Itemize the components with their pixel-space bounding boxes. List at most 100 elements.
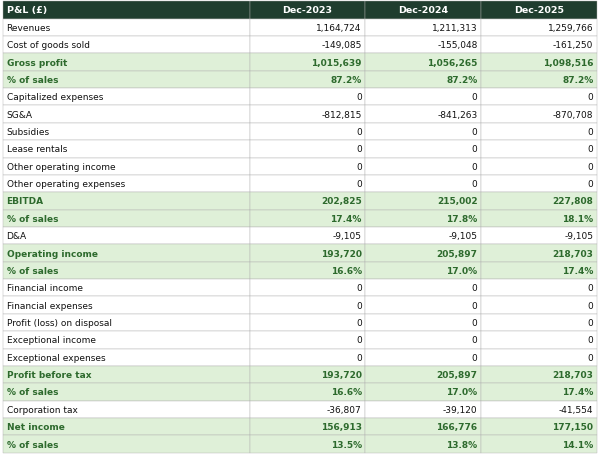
Text: Other operating expenses: Other operating expenses	[7, 180, 125, 189]
Text: 1,164,724: 1,164,724	[316, 24, 362, 33]
Bar	[365, 2, 481, 20]
Text: 0: 0	[587, 283, 593, 293]
Text: 202,825: 202,825	[321, 197, 362, 206]
Bar	[250, 2, 365, 20]
Text: 0: 0	[472, 318, 478, 327]
Bar	[365, 210, 481, 228]
Bar	[481, 349, 597, 366]
Bar	[3, 2, 250, 20]
Text: 0: 0	[472, 128, 478, 136]
Bar	[250, 193, 365, 210]
Bar	[365, 158, 481, 176]
Text: 0: 0	[356, 336, 362, 344]
Bar	[481, 158, 597, 176]
Bar	[481, 262, 597, 279]
Text: 193,720: 193,720	[321, 370, 362, 379]
Text: 0: 0	[356, 128, 362, 136]
Text: 218,703: 218,703	[553, 370, 593, 379]
Text: 0: 0	[356, 93, 362, 102]
Bar	[365, 20, 481, 37]
Bar	[365, 54, 481, 71]
Bar	[365, 331, 481, 349]
Text: 17.8%: 17.8%	[446, 214, 478, 223]
Bar	[481, 418, 597, 435]
Text: Operating income: Operating income	[7, 249, 98, 258]
Bar	[365, 141, 481, 158]
Bar	[365, 176, 481, 193]
Bar	[365, 124, 481, 141]
Text: 17.4%: 17.4%	[331, 214, 362, 223]
Text: 0: 0	[472, 162, 478, 172]
Text: 218,703: 218,703	[553, 249, 593, 258]
Bar	[250, 106, 365, 124]
Text: 205,897: 205,897	[437, 370, 478, 379]
Text: 0: 0	[472, 283, 478, 293]
Bar	[3, 20, 250, 37]
Text: 14.1%: 14.1%	[562, 440, 593, 449]
Bar	[250, 418, 365, 435]
Text: Lease rentals: Lease rentals	[7, 145, 67, 154]
Bar	[3, 54, 250, 71]
Text: Profit before tax: Profit before tax	[7, 370, 91, 379]
Bar	[481, 245, 597, 262]
Text: 0: 0	[472, 301, 478, 310]
Text: -41,554: -41,554	[559, 405, 593, 414]
Bar	[481, 89, 597, 106]
Bar	[3, 279, 250, 297]
Text: Financial income: Financial income	[7, 283, 83, 293]
Text: 0: 0	[472, 336, 478, 344]
Text: Financial expenses: Financial expenses	[7, 301, 92, 310]
Bar	[365, 349, 481, 366]
Bar	[481, 193, 597, 210]
Text: -155,048: -155,048	[437, 41, 478, 50]
Text: -9,105: -9,105	[333, 232, 362, 241]
Text: 0: 0	[472, 93, 478, 102]
Text: 0: 0	[472, 180, 478, 189]
Bar	[3, 297, 250, 314]
Text: 0: 0	[472, 145, 478, 154]
Text: % of sales: % of sales	[7, 76, 58, 85]
Text: Revenues: Revenues	[7, 24, 51, 33]
Bar	[250, 331, 365, 349]
Bar	[365, 106, 481, 124]
Bar	[250, 124, 365, 141]
Bar	[3, 228, 250, 245]
Bar	[250, 89, 365, 106]
Text: 0: 0	[472, 353, 478, 362]
Text: 1,098,516: 1,098,516	[543, 58, 593, 67]
Text: 18.1%: 18.1%	[562, 214, 593, 223]
Bar	[250, 158, 365, 176]
Text: Dec-2024: Dec-2024	[398, 6, 448, 15]
Bar	[250, 349, 365, 366]
Text: 166,776: 166,776	[436, 422, 478, 431]
Text: -812,815: -812,815	[322, 111, 362, 119]
Bar	[3, 314, 250, 331]
Text: -161,250: -161,250	[553, 41, 593, 50]
Bar	[481, 37, 597, 54]
Text: 0: 0	[356, 301, 362, 310]
Bar	[481, 279, 597, 297]
Text: 0: 0	[356, 145, 362, 154]
Bar	[365, 37, 481, 54]
Text: Other operating income: Other operating income	[7, 162, 115, 172]
Bar	[365, 366, 481, 384]
Bar	[481, 71, 597, 89]
Bar	[250, 176, 365, 193]
Text: Exceptional income: Exceptional income	[7, 336, 95, 344]
Bar	[250, 435, 365, 453]
Bar	[3, 106, 250, 124]
Bar	[250, 20, 365, 37]
Text: 205,897: 205,897	[437, 249, 478, 258]
Bar	[3, 89, 250, 106]
Text: 0: 0	[356, 353, 362, 362]
Bar	[481, 435, 597, 453]
Text: 0: 0	[587, 318, 593, 327]
Bar	[481, 297, 597, 314]
Text: 0: 0	[356, 283, 362, 293]
Bar	[3, 141, 250, 158]
Bar	[365, 418, 481, 435]
Text: 17.4%: 17.4%	[562, 388, 593, 397]
Text: 87.2%: 87.2%	[446, 76, 478, 85]
Text: 177,150: 177,150	[553, 422, 593, 431]
Bar	[250, 245, 365, 262]
